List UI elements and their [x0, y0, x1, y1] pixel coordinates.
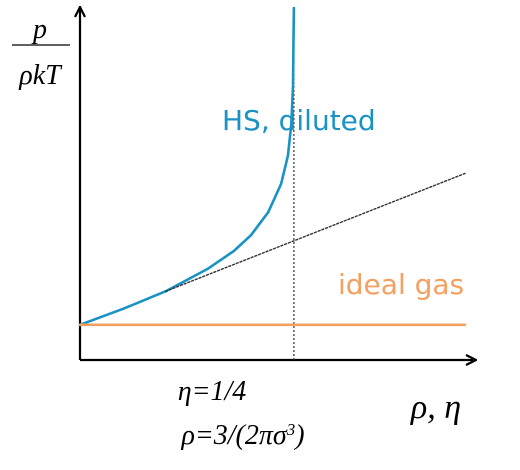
y-axis-label-numerator: p: [31, 14, 47, 45]
dilute-tangent-line: [164, 172, 466, 293]
x-marker-label-rho-sup: 3: [286, 420, 296, 439]
hs-diluted-curve: [78, 6, 296, 327]
hs-series-annotation: HS, diluted: [222, 104, 376, 137]
x-axis-label: ρ, η: [410, 389, 461, 426]
x-marker-label-rho-suffix: ): [293, 420, 304, 451]
ideal-gas-annotation: ideal gas: [338, 268, 464, 301]
x-marker-label-rho: ρ=3/(2πσ3): [180, 420, 304, 452]
y-axis-label-denominator: ρkT: [18, 60, 63, 91]
x-marker-label-rho-prefix: ρ=3/(2πσ: [180, 420, 287, 451]
series-layer: [78, 6, 467, 360]
x-marker-label-eta: η=1/4: [178, 376, 247, 407]
